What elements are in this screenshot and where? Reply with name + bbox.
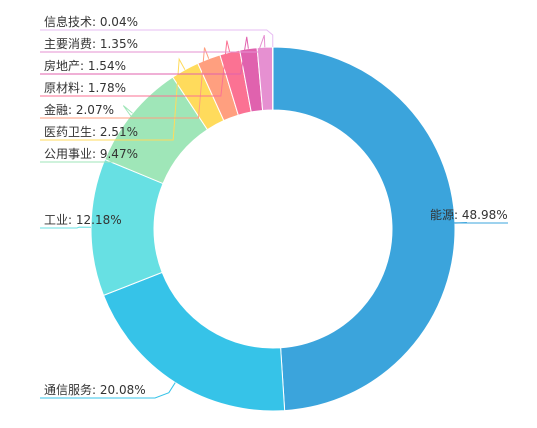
slice-6-leader [40, 40, 231, 97]
slice-2[interactable] [90, 158, 164, 297]
slice-8-leader [40, 35, 266, 53]
donut-slices [90, 46, 456, 412]
slice-1-label: 通信服务: 20.08% [44, 382, 146, 397]
slice-8-label: 主要消费: 1.35% [44, 37, 138, 51]
slice-labels: 能源: 48.98% 通信服务: 20.08% 工业: 12.18% 公用事业: 9.… [44, 14, 508, 397]
slice-7-label: 房地产: 1.54% [44, 58, 126, 73]
slice-0[interactable] [272, 46, 456, 412]
slice-4-label: 医药卫生: 2.51% [44, 125, 138, 139]
slice-3-leader [40, 105, 165, 163]
slice-2-label: 工业: 12.18% [44, 213, 122, 227]
slice-0-label: 能源: 48.98% [430, 208, 508, 222]
slice-5-leader [40, 47, 210, 119]
slice-2-leader [40, 226, 92, 229]
slice-9-leader [40, 29, 274, 48]
slice-1-leader [40, 382, 176, 399]
slice-6-label: 原材料: 1.78% [44, 81, 126, 95]
slice-5-label: 金融: 2.07% [44, 102, 114, 117]
slice-3-label: 公用事业: 9.47% [44, 147, 138, 161]
slice-9-label: 信息技术: 0.04% [44, 14, 138, 29]
label-leader-lines [40, 29, 508, 399]
slice-4-leader [40, 57, 186, 141]
slice-7-leader [40, 36, 249, 75]
